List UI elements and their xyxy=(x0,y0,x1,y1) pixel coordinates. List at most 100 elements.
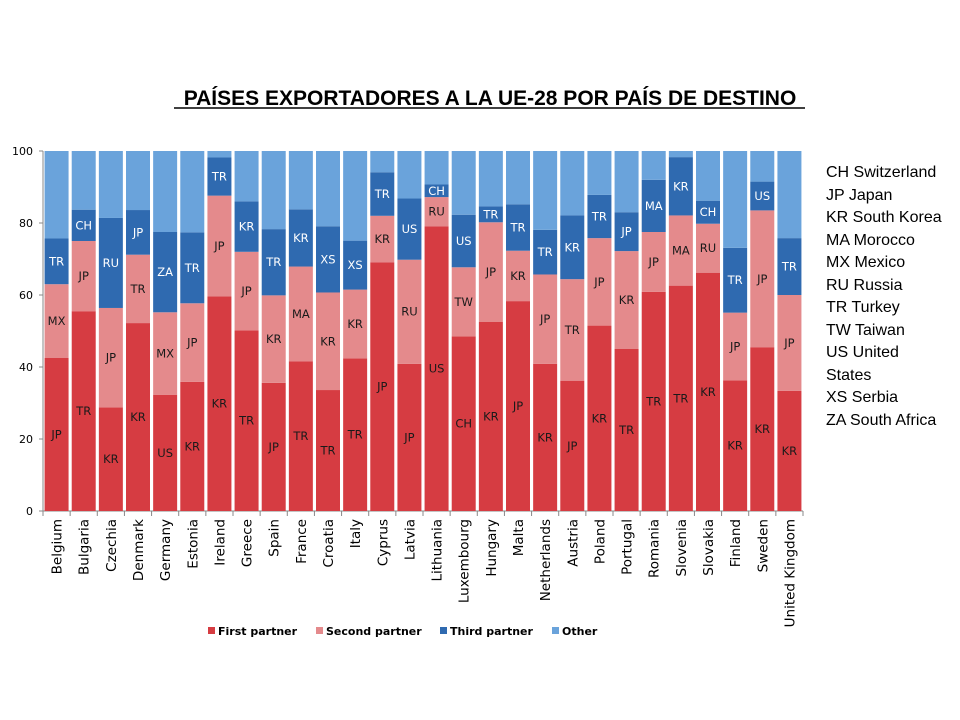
code-legend-line: RU Russia xyxy=(826,276,903,294)
partner-label: TR xyxy=(482,207,498,221)
partner-label: JP xyxy=(648,255,659,269)
y-tick-label: 100 xyxy=(12,145,33,158)
bar-segment-other xyxy=(370,151,395,173)
bar-segment-second xyxy=(98,307,123,408)
partner-label: TR xyxy=(319,444,335,458)
bar-segment-first xyxy=(44,358,69,511)
bar-segment-second xyxy=(180,303,205,382)
bar-segment-first xyxy=(316,390,340,511)
partner-label: TR xyxy=(129,282,145,296)
partner-label: KR xyxy=(673,179,689,193)
partner-label: KR xyxy=(239,220,255,234)
series-legend: First partner Second partner Third partner… xyxy=(208,625,598,638)
legend-swatch xyxy=(208,627,215,634)
bar-segment-second xyxy=(261,295,286,383)
bar-segment-other xyxy=(207,151,232,158)
bar-segment-third xyxy=(180,232,205,304)
bar-segment-first xyxy=(261,382,286,511)
legend-label: Third partner xyxy=(450,625,534,638)
partner-code-legend: CH Switzerland JP Japan KR South Korea MA M… xyxy=(826,162,956,432)
bar-segment-third xyxy=(451,214,476,268)
category-label: Finland xyxy=(728,519,744,567)
bar-segment-second xyxy=(478,222,503,322)
bar-segment-second xyxy=(696,223,720,273)
category-label: Romania xyxy=(647,519,663,578)
partner-label: RU xyxy=(700,241,716,255)
partner-label: JP xyxy=(376,380,387,394)
bar-segment-third xyxy=(71,209,96,241)
code-legend-line: XS Serbia xyxy=(826,389,899,406)
bar-segment-second xyxy=(614,251,639,349)
partner-label: CH xyxy=(428,184,445,198)
partner-label: TW xyxy=(454,295,473,309)
legend-swatch xyxy=(440,627,447,634)
bar-segment-first xyxy=(533,363,558,511)
category-label: Lithuania xyxy=(430,519,446,582)
category-label: Denmark xyxy=(131,519,147,581)
partner-label: JP xyxy=(403,430,414,444)
bar-segment-third xyxy=(750,181,775,211)
bar-segment-third xyxy=(207,157,232,196)
partner-label: JP xyxy=(485,265,496,279)
category-label: Netherlands xyxy=(538,519,554,601)
partner-label: JP xyxy=(512,399,523,413)
partner-label: JP xyxy=(268,440,279,454)
partner-label: JP xyxy=(132,225,143,239)
bars: JP MX TR TR JP CH KR JP RU KR TR JP US MX ZA KR JP TR KR JP… xyxy=(44,151,802,512)
partner-label: JP xyxy=(783,336,794,350)
category-label: Poland xyxy=(592,519,608,564)
bar-segment-other xyxy=(288,151,313,210)
category-label: Croatia xyxy=(321,519,337,568)
category-label: Bulgaria xyxy=(77,519,93,575)
category-label: Belgium xyxy=(50,519,66,574)
y-tick-label: 60 xyxy=(19,289,33,302)
partner-label: US xyxy=(402,222,418,236)
partner-label: KR xyxy=(375,232,391,246)
partner-label: TR xyxy=(75,404,91,418)
category-label: Cyprus xyxy=(375,519,391,566)
bar-segment-third xyxy=(316,226,340,293)
partner-label: RU xyxy=(401,305,417,319)
bar-segment-other xyxy=(261,151,286,230)
bar-segment-third xyxy=(44,238,69,285)
legend-swatch xyxy=(552,627,559,634)
partner-label: TR xyxy=(238,414,254,428)
code-legend-line: JP Japan xyxy=(826,186,893,204)
bar-segment-second xyxy=(316,292,340,391)
bar-segment-other xyxy=(98,151,123,218)
bar-segment-other xyxy=(44,151,69,239)
bar-segment-first xyxy=(98,407,123,511)
bar-segment-first xyxy=(777,390,802,511)
partner-label: KR xyxy=(537,430,553,444)
y-tick-label: 20 xyxy=(19,433,33,446)
legend-label: Other xyxy=(562,625,598,638)
category-labels: Belgium Bulgaria Czechia Denmark Germany Esto… xyxy=(50,519,799,628)
bar-segment-first xyxy=(424,226,449,512)
partner-label: MX xyxy=(156,347,174,361)
bar-segment-second xyxy=(750,210,775,348)
partner-label: TR xyxy=(618,423,634,437)
bar-segment-other xyxy=(71,151,96,210)
code-legend-line: MX Mexico xyxy=(826,254,906,271)
partner-label: KR xyxy=(727,439,743,453)
bar-segment-second xyxy=(153,312,178,395)
partner-label: JP xyxy=(539,312,550,326)
category-label: Italy xyxy=(348,519,364,548)
bar-segment-first xyxy=(397,363,422,511)
bar-segment-second xyxy=(641,232,666,292)
bar-segment-second xyxy=(533,274,558,364)
y-tick-label: 80 xyxy=(19,217,33,230)
code-legend-line: ZA South Africa xyxy=(826,411,937,429)
partner-label: TR xyxy=(292,429,308,443)
bar-segment-first xyxy=(587,325,612,511)
category-label: Hungary xyxy=(484,519,500,577)
bar-segment-first xyxy=(207,296,232,511)
bar-segment-first xyxy=(370,262,395,511)
bar-segment-third xyxy=(614,212,639,252)
bar-segment-other xyxy=(614,151,639,213)
bar-segment-second xyxy=(777,295,802,391)
partner-label: JP xyxy=(240,284,251,298)
partner-label: TR xyxy=(564,323,580,337)
category-label: Greece xyxy=(240,519,256,567)
category-label: Portugal xyxy=(620,519,636,575)
